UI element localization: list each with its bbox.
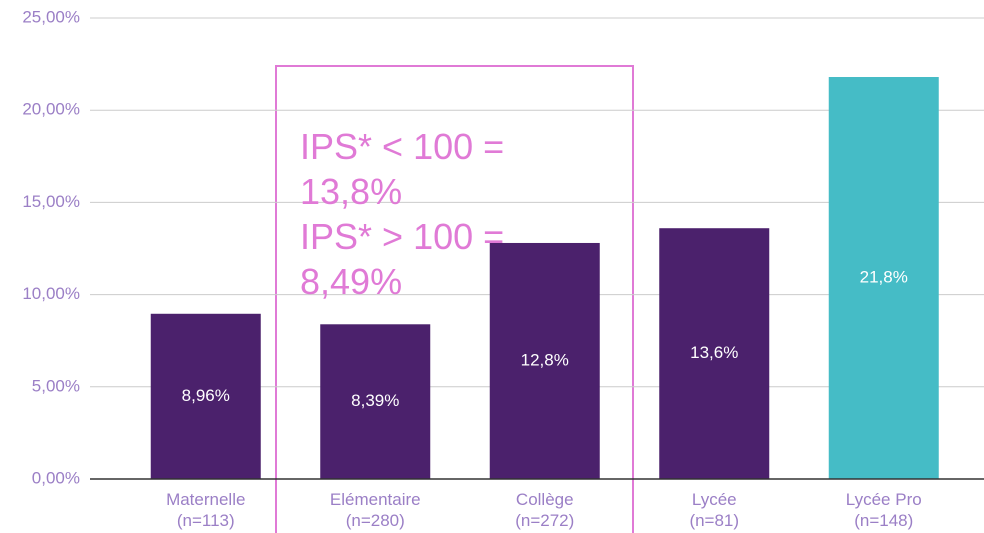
value-label: 21,8% [860,267,908,286]
x-tick-label: Lycée (n=81) [689,490,740,530]
annotation-text: IPS* > 100 = 8,49% [300,216,505,302]
bar [150,313,261,479]
x-tick-label: Collège (n=272) [515,490,575,530]
x-tick-label: Lycée Pro (n=148) [845,490,922,530]
annotation: IPS* < 100 = 13,8% IPS* > 100 = 8,49% [300,124,525,304]
bar [489,242,600,479]
highlight-box [275,65,634,533]
bar [320,324,431,479]
bar [659,228,770,479]
annotation-text: IPS* < 100 = 13,8% [300,126,505,212]
y-tick-label: 15,00% [22,192,80,211]
value-label: 12,8% [521,350,569,369]
x-tick-label: Elémentaire (n=280) [329,490,421,530]
value-label: 8,96% [182,386,230,405]
value-label: 8,39% [351,391,399,410]
y-tick-label: 20,00% [22,100,80,119]
value-label: 13,6% [690,343,738,362]
y-tick-label: 5,00% [32,376,80,395]
x-tick-label: Maternelle (n=113) [166,490,246,530]
y-tick-label: 10,00% [22,284,80,303]
y-tick-label: 25,00% [22,7,80,26]
y-tick-label: 0,00% [32,468,80,487]
bar [828,77,939,480]
